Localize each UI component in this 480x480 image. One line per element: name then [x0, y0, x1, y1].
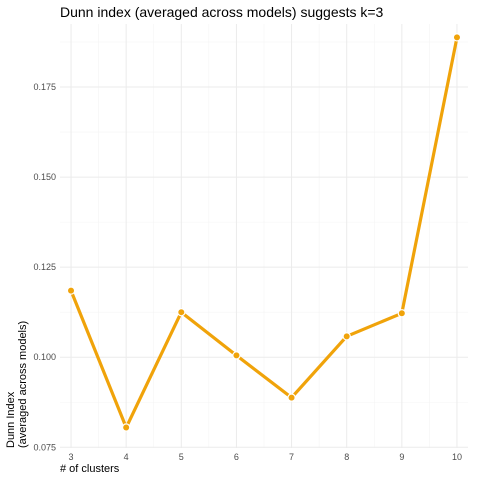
chart-title: Dunn index (averaged across models) sugg… — [60, 4, 384, 20]
data-point — [232, 351, 241, 360]
axis-tick-labels: 3 4 5 6 7 8 9 10 0.075 0.100 0.125 0.150 0.175 — [33, 82, 462, 462]
y-axis-title-line-1: Dunn Index — [5, 391, 17, 448]
y-axis-title: Dunn Index (averaged across models) — [5, 321, 29, 448]
x-axis-title: # of clusters — [60, 463, 120, 475]
data-point — [397, 309, 407, 318]
y-axis-title-line-2: (averaged across models) — [17, 321, 29, 448]
series-line — [69, 35, 459, 430]
y-tick-label: 0.175 — [33, 82, 56, 92]
y-tick-label: 0.075 — [33, 442, 56, 452]
data-point — [177, 307, 186, 317]
data-point — [342, 332, 351, 341]
data-point — [287, 393, 296, 402]
x-tick-label: 6 — [234, 452, 239, 462]
grid — [60, 24, 468, 448]
x-tick-label: 10 — [452, 452, 462, 462]
y-tick-label: 0.100 — [33, 352, 56, 362]
x-tick-label: 5 — [179, 452, 184, 462]
y-tick-label: 0.125 — [33, 262, 56, 272]
data-point — [121, 423, 131, 432]
x-tick-label: 9 — [399, 452, 404, 462]
y-tick-label: 0.150 — [33, 172, 56, 182]
x-tick-label: 3 — [69, 452, 74, 462]
x-tick-label: 8 — [344, 452, 349, 462]
data-point — [452, 33, 462, 42]
x-tick-label: 7 — [289, 452, 294, 462]
series — [66, 33, 462, 432]
x-tick-label: 4 — [124, 452, 129, 462]
data-point — [66, 286, 76, 295]
